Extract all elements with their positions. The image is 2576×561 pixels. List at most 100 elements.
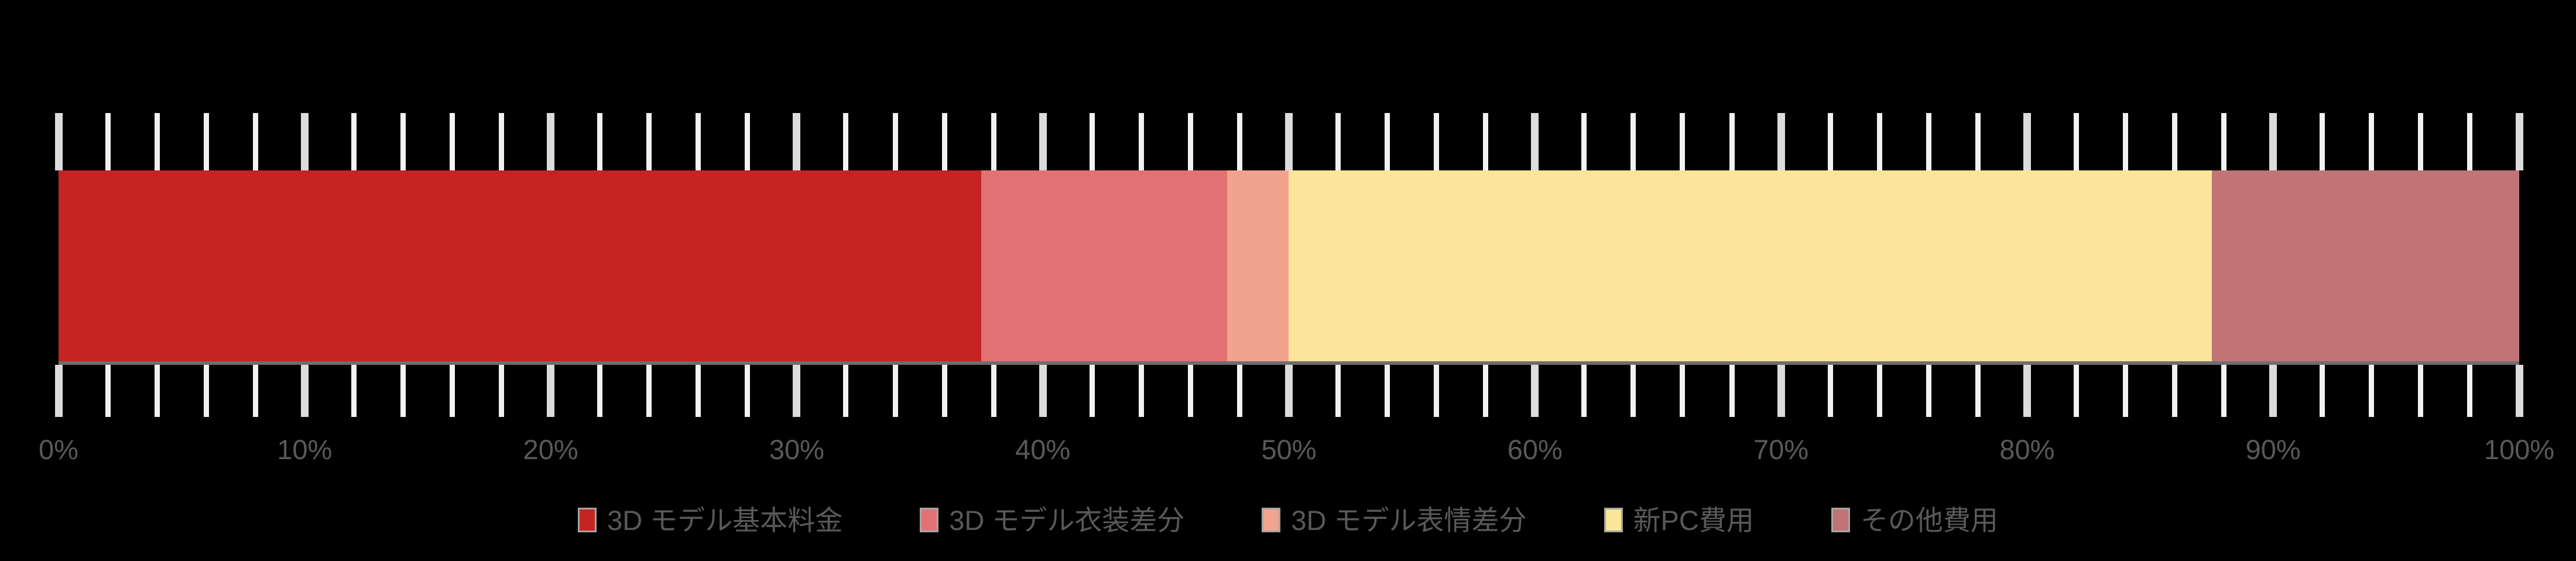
major-axis-tick-mark <box>2023 365 2031 417</box>
legend-item-5: その他費用 <box>1831 507 1998 534</box>
minor-gridline-tick <box>2073 113 2079 170</box>
minor-gridline-tick <box>1138 113 1144 170</box>
major-axis-tick-mark <box>54 365 63 417</box>
minor-axis-tick-mark <box>2221 365 2227 417</box>
major-axis-tick-mark <box>2269 365 2277 417</box>
minor-axis-tick-mark <box>1385 365 1390 417</box>
major-gridline-tick <box>2515 113 2523 170</box>
major-gridline-tick <box>547 113 555 170</box>
minor-gridline-tick <box>2123 113 2129 170</box>
minor-axis-tick-mark <box>843 365 849 417</box>
major-axis-tick-mark <box>300 365 309 417</box>
minor-axis-tick-mark <box>646 365 652 417</box>
minor-axis-tick-mark <box>2320 365 2325 417</box>
minor-axis-tick-mark <box>2073 365 2079 417</box>
legend-label: 3D モデル基本料金 <box>607 504 843 536</box>
minor-axis-tick-mark <box>892 365 898 417</box>
minor-axis-tick-mark <box>1581 365 1587 417</box>
minor-gridline-tick <box>2172 113 2178 170</box>
legend-label: 新PC費用 <box>1633 504 1754 536</box>
legend-swatch-icon <box>1831 508 1850 532</box>
major-axis-tick-mark <box>2515 365 2523 417</box>
minor-gridline-tick <box>2418 113 2424 170</box>
minor-axis-tick-mark <box>1630 365 1636 417</box>
legend-swatch-icon <box>920 508 939 532</box>
major-gridline-tick <box>300 113 309 170</box>
minor-gridline-tick <box>597 113 603 170</box>
legend-swatch-icon <box>1262 508 1281 532</box>
minor-axis-tick-mark <box>1975 365 1981 417</box>
minor-axis-tick-mark <box>2123 365 2129 417</box>
major-axis-tick-mark <box>1777 365 1785 417</box>
legend-label: その他費用 <box>1860 504 1998 536</box>
bar-segment-4 <box>1289 170 2212 361</box>
minor-gridline-tick <box>1926 113 1931 170</box>
minor-axis-tick-mark <box>745 365 751 417</box>
minor-gridline-tick <box>1434 113 1440 170</box>
x-tick-label: 70% <box>1753 434 1809 465</box>
x-tick-label: 30% <box>769 434 824 465</box>
minor-axis-tick-mark <box>499 365 505 417</box>
legend-label: 3D モデル表情差分 <box>1291 504 1527 536</box>
minor-gridline-tick <box>1483 113 1489 170</box>
x-tick-label: 60% <box>1507 434 1563 465</box>
bar-segment-3 <box>1227 170 1289 361</box>
minor-gridline-tick <box>1385 113 1390 170</box>
minor-axis-tick-mark <box>351 365 357 417</box>
minor-axis-tick-mark <box>2172 365 2178 417</box>
x-tick-label: 40% <box>1015 434 1071 465</box>
major-gridline-tick <box>1039 113 1047 170</box>
minor-axis-tick-mark <box>1236 365 1242 417</box>
minor-axis-tick-mark <box>1089 365 1095 417</box>
minor-gridline-tick <box>252 113 258 170</box>
x-tick-label: 50% <box>1261 434 1317 465</box>
minor-gridline-tick <box>696 113 701 170</box>
x-tick-label: 10% <box>277 434 333 465</box>
minor-axis-tick-mark <box>1335 365 1341 417</box>
minor-gridline-tick <box>400 113 406 170</box>
minor-gridline-tick <box>2369 113 2375 170</box>
x-axis-line <box>59 361 2519 365</box>
major-axis-tick-mark <box>793 365 801 417</box>
x-tick-label: 90% <box>2245 434 2301 465</box>
x-tick-label: 0% <box>39 434 78 465</box>
x-tick-label: 20% <box>523 434 578 465</box>
major-axis-tick-mark <box>1285 365 1293 417</box>
major-gridline-tick <box>1531 113 1539 170</box>
minor-gridline-tick <box>351 113 357 170</box>
minor-axis-tick-mark <box>105 365 111 417</box>
minor-gridline-tick <box>203 113 209 170</box>
minor-gridline-tick <box>1827 113 1833 170</box>
minor-gridline-tick <box>449 113 455 170</box>
minor-axis-tick-mark <box>1138 365 1144 417</box>
major-gridline-tick <box>54 113 63 170</box>
bar-segment-5 <box>2211 170 2519 361</box>
minor-axis-tick-mark <box>1434 365 1440 417</box>
minor-axis-tick-mark <box>991 365 996 417</box>
major-gridline-tick <box>2269 113 2277 170</box>
minor-axis-tick-mark <box>696 365 701 417</box>
minor-axis-tick-mark <box>1926 365 1931 417</box>
minor-gridline-tick <box>1729 113 1735 170</box>
minor-axis-tick-mark <box>1483 365 1489 417</box>
minor-axis-tick-mark <box>449 365 455 417</box>
minor-axis-tick-mark <box>2369 365 2375 417</box>
legend-item-3: 3D モデル表情差分 <box>1262 504 1527 536</box>
minor-axis-tick-mark <box>597 365 603 417</box>
minor-gridline-tick <box>1876 113 1882 170</box>
minor-axis-tick-mark <box>2467 365 2473 417</box>
minor-gridline-tick <box>499 113 505 170</box>
major-axis-tick-mark <box>1039 365 1047 417</box>
x-tick-label: 80% <box>1999 434 2055 465</box>
minor-gridline-tick <box>991 113 996 170</box>
minor-axis-tick-mark <box>1187 365 1193 417</box>
major-axis-tick-mark <box>1531 365 1539 417</box>
major-gridline-tick <box>793 113 801 170</box>
minor-gridline-tick <box>892 113 898 170</box>
bar-segment-1 <box>59 170 982 361</box>
minor-gridline-tick <box>1581 113 1587 170</box>
minor-axis-tick-mark <box>252 365 258 417</box>
legend-swatch-icon <box>1604 508 1623 532</box>
minor-gridline-tick <box>2467 113 2473 170</box>
